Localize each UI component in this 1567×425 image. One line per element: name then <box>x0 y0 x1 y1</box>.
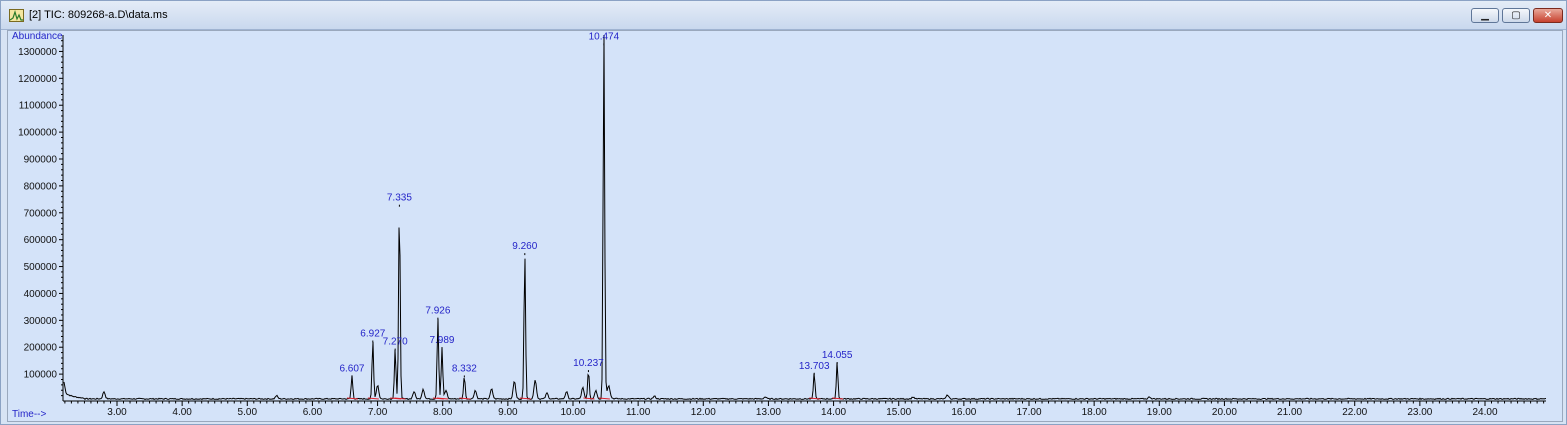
y-tick-label: 200000 <box>24 343 58 354</box>
integration-baseline <box>367 397 379 400</box>
y-tick-label: 1100000 <box>19 101 58 112</box>
x-tick-label: 4.00 <box>172 407 192 418</box>
title-bar[interactable]: [2] TIC: 809268-a.D\data.ms ▁ ▢ ✕ <box>1 1 1566 30</box>
integration-baseline <box>394 397 406 400</box>
x-tick-label: 21.00 <box>1277 407 1302 418</box>
peak-label: 7.926 <box>425 306 450 317</box>
x-tick-label: 11.00 <box>626 407 651 418</box>
x-tick-label: 15.00 <box>886 407 911 418</box>
x-tick-label: 17.00 <box>1016 407 1041 418</box>
peak-label: 7.270 <box>383 337 408 348</box>
integration-baseline <box>809 397 821 400</box>
y-tick-label: 600000 <box>24 235 58 246</box>
y-tick-label: 100000 <box>24 370 58 381</box>
peak-label: 9.260 <box>512 241 537 252</box>
peak-label: 8.332 <box>452 363 477 374</box>
close-button[interactable]: ✕ <box>1533 8 1563 23</box>
x-tick-label: 18.00 <box>1082 407 1107 418</box>
x-tick-label: 5.00 <box>238 407 258 418</box>
integration-baseline <box>459 397 471 400</box>
peak-label: 10.474 <box>589 31 620 42</box>
x-axis-label: Time--> <box>12 409 47 420</box>
x-tick-label: 3.00 <box>107 407 127 418</box>
integration-baseline <box>598 397 610 400</box>
integration-baseline <box>832 397 844 400</box>
y-tick-label: 900000 <box>24 155 58 166</box>
y-tick-label: 500000 <box>24 262 58 273</box>
x-tick-label: 8.00 <box>433 407 453 418</box>
x-tick-label: 12.00 <box>691 407 716 418</box>
peak-label: 7.989 <box>429 335 454 346</box>
peak-label: 6.607 <box>339 363 364 374</box>
x-tick-label: 24.00 <box>1472 407 1497 418</box>
x-tick-label: 20.00 <box>1212 407 1237 418</box>
integration-baseline <box>436 397 449 400</box>
x-tick-label: 14.00 <box>821 407 846 418</box>
y-tick-label: 1300000 <box>18 47 57 58</box>
x-tick-label: 13.00 <box>756 407 781 418</box>
x-tick-label: 19.00 <box>1147 407 1172 418</box>
y-tick-label: 700000 <box>24 208 58 219</box>
integration-baseline <box>519 397 531 400</box>
y-tick-label: 800000 <box>24 181 58 192</box>
x-tick-label: 6.00 <box>303 407 323 418</box>
peak-label: 10.237 <box>573 358 604 369</box>
minimize-button[interactable]: ▁ <box>1471 8 1499 23</box>
maximize-icon: ▢ <box>1511 10 1521 21</box>
x-tick-label: 10.00 <box>560 407 585 418</box>
x-tick-label: 22.00 <box>1342 407 1367 418</box>
tic-trace <box>63 34 1547 401</box>
x-tick-label: 16.00 <box>951 407 976 418</box>
peak-label: 14.055 <box>822 350 853 361</box>
peak-label: 13.703 <box>799 361 830 372</box>
x-tick-label: 9.00 <box>498 407 518 418</box>
y-tick-label: 1200000 <box>18 74 57 85</box>
y-axis-label: Abundance <box>12 31 63 42</box>
close-icon: ✕ <box>1543 10 1553 21</box>
chromatogram-app-icon <box>9 9 24 22</box>
integration-baseline <box>583 397 595 400</box>
minimize-icon: ▁ <box>1481 10 1489 21</box>
chromatogram-svg: 100000 200000 300000 400000 500000 600000 7000… <box>12 31 1547 420</box>
x-tick-label: 7.00 <box>368 407 388 418</box>
maximize-button[interactable]: ▢ <box>1502 8 1530 23</box>
y-tick-label: 300000 <box>24 316 58 327</box>
y-tick-label: 1000000 <box>18 128 57 139</box>
integration-baseline <box>346 397 359 400</box>
peak-label: 7.335 <box>387 193 412 204</box>
y-tick-label: 400000 <box>24 289 58 300</box>
x-tick-label: 23.00 <box>1407 407 1432 418</box>
chromatogram-plot[interactable]: 100000 200000 300000 400000 500000 600000 7000… <box>7 30 1563 422</box>
window-title: [2] TIC: 809268-a.D\data.ms <box>29 9 168 21</box>
peak-label: 6.927 <box>360 329 385 340</box>
